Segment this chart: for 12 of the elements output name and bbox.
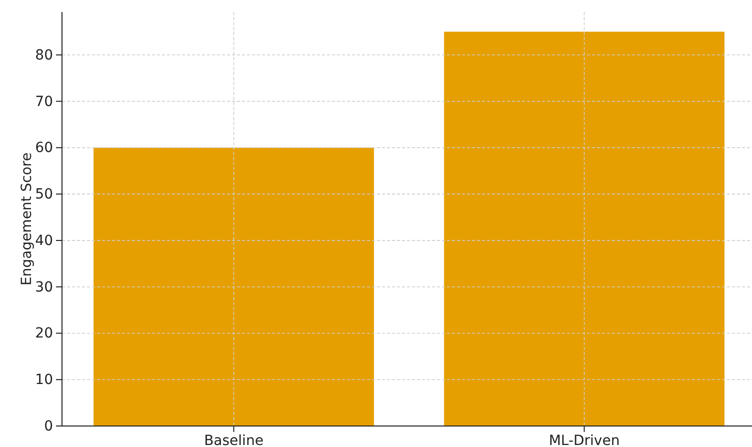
y-tick-label: 50 bbox=[35, 186, 53, 203]
y-tick-label: 60 bbox=[35, 140, 53, 156]
y-tick-label: 70 bbox=[35, 94, 53, 110]
y-tick-label: 80 bbox=[35, 47, 53, 64]
x-tick-label: ML-Driven bbox=[548, 432, 620, 447]
y-tick-label: 20 bbox=[35, 326, 53, 342]
y-tick-label: 0 bbox=[44, 418, 53, 434]
y-axis-title: Engagement Score bbox=[19, 152, 35, 286]
x-tick-label: Baseline bbox=[204, 432, 264, 447]
y-tick-label: 30 bbox=[35, 279, 53, 296]
y-tick-label: 10 bbox=[35, 372, 53, 388]
y-tick-label: 40 bbox=[35, 232, 53, 249]
